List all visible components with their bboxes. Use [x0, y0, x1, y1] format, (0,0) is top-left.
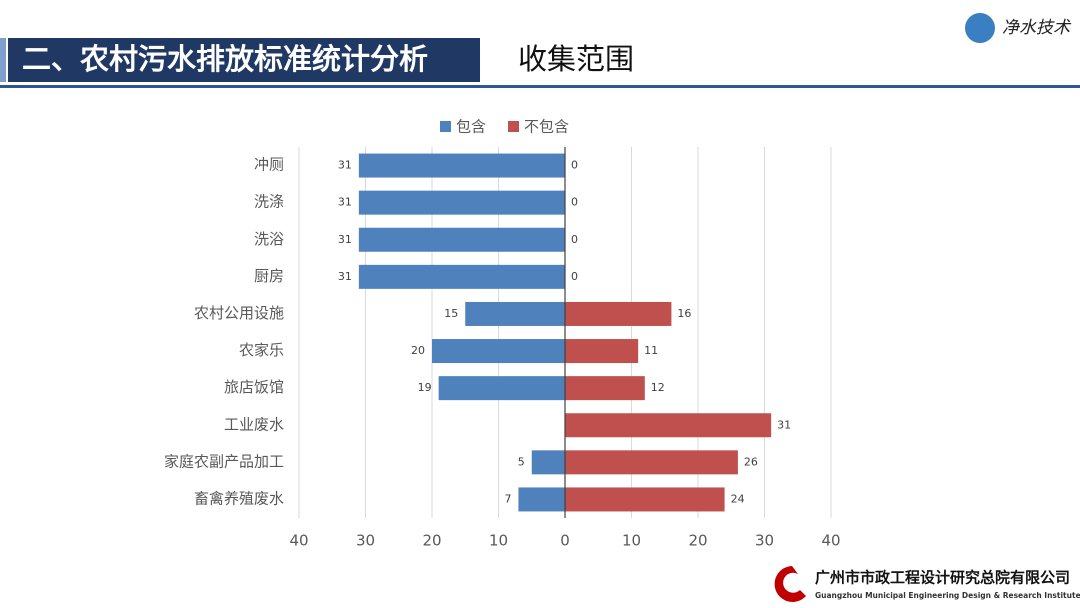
bar: [531, 450, 565, 475]
category-label: 洗涤: [254, 193, 284, 211]
category-label: 厨房: [254, 267, 284, 285]
bar: [565, 487, 725, 512]
bar: [565, 450, 738, 475]
legend-swatch: [440, 121, 451, 132]
category-label: 旅店饭馆: [224, 378, 284, 396]
value-label: 19: [418, 381, 432, 394]
value-label: 31: [338, 270, 352, 283]
category-label: 工业废水: [224, 415, 284, 433]
bar: [438, 376, 565, 401]
bar: [358, 264, 565, 289]
header-accent: [0, 38, 6, 82]
footer-company-en: Guangzhou Municipal Engineering Design &…: [815, 591, 1080, 600]
value-label: 15: [444, 307, 458, 320]
x-tick-label: 10: [622, 532, 641, 550]
x-tick-label: 30: [356, 532, 375, 550]
value-label: 0: [571, 233, 578, 246]
bar: [565, 376, 645, 401]
x-tick-label: 0: [560, 532, 570, 550]
legend-swatch: [508, 121, 520, 132]
footer-logo: [774, 566, 806, 602]
legend-label: 包含: [456, 118, 486, 136]
slide-title: 二、农村污水排放标准统计分析: [22, 42, 428, 76]
bar: [565, 339, 639, 364]
category-label: 农家乐: [239, 341, 284, 359]
logo-icon: [965, 13, 995, 43]
value-label: 5: [518, 455, 525, 468]
value-label: 26: [744, 455, 758, 468]
value-label: 24: [731, 492, 745, 505]
value-label: 7: [504, 492, 511, 505]
footer-company: 广州市市政工程设计研究总院有限公司: [815, 569, 1070, 587]
header-rule: [0, 85, 1080, 88]
value-label: 12: [651, 381, 665, 394]
category-label: 畜禽养殖废水: [194, 489, 284, 507]
x-tick-label: 30: [755, 532, 774, 550]
x-tick-label: 40: [289, 532, 308, 550]
legend-label: 不包含: [524, 118, 569, 136]
bar: [565, 301, 672, 326]
value-label: 31: [777, 418, 791, 431]
title-bar: [8, 38, 480, 82]
category-label: 冲厕: [254, 156, 284, 174]
bar: [432, 339, 565, 364]
x-tick-label: 10: [489, 532, 508, 550]
bar: [465, 301, 565, 326]
value-label: 0: [571, 270, 578, 283]
value-label: 0: [571, 159, 578, 172]
category-label: 洗浴: [254, 230, 284, 248]
value-label: 20: [411, 344, 425, 357]
value-label: 0: [571, 196, 578, 209]
value-label: 31: [338, 233, 352, 246]
logo-text: 净水技术: [1002, 18, 1072, 38]
slide-subtitle: 收集范围: [518, 42, 634, 76]
x-tick-label: 20: [422, 532, 441, 550]
value-label: 31: [338, 159, 352, 172]
category-label: 农村公用设施: [194, 304, 284, 322]
bar: [565, 413, 772, 438]
bar: [358, 190, 565, 215]
x-tick-label: 40: [821, 532, 840, 550]
value-label: 11: [644, 344, 658, 357]
bar: [518, 487, 565, 512]
bar: [358, 227, 565, 252]
bar: [358, 153, 565, 178]
value-label: 16: [677, 307, 691, 320]
category-label: 家庭农副产品加工: [164, 452, 284, 470]
value-label: 31: [338, 196, 352, 209]
x-tick-label: 20: [688, 532, 707, 550]
